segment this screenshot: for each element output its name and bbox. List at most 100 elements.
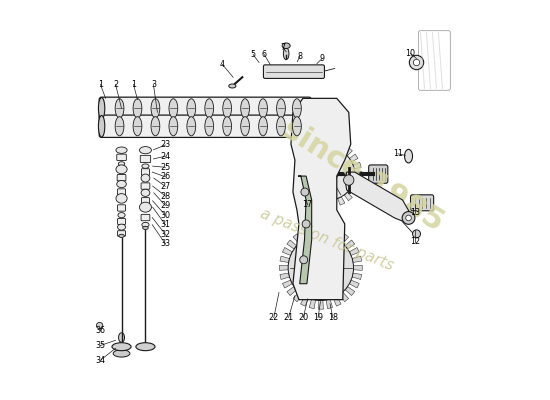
Ellipse shape [241,117,250,136]
Polygon shape [331,141,336,149]
Ellipse shape [223,99,232,118]
Polygon shape [301,229,309,239]
Polygon shape [352,273,362,280]
Text: 25: 25 [160,163,170,172]
Text: 9: 9 [320,54,324,63]
Text: a passion for parts: a passion for parts [258,206,395,274]
Ellipse shape [151,99,160,118]
Polygon shape [349,154,358,162]
Ellipse shape [205,99,213,118]
Text: 23: 23 [160,140,170,150]
Ellipse shape [119,234,124,238]
Polygon shape [355,172,362,177]
Text: 24: 24 [160,152,170,161]
FancyBboxPatch shape [117,154,126,160]
Ellipse shape [116,165,127,174]
Ellipse shape [140,146,151,154]
Ellipse shape [118,162,125,166]
FancyBboxPatch shape [118,231,125,236]
FancyBboxPatch shape [99,115,311,138]
Circle shape [300,256,307,264]
Polygon shape [296,162,305,169]
Polygon shape [349,248,359,256]
Text: 30: 30 [161,211,170,220]
Polygon shape [338,143,345,152]
Polygon shape [349,280,359,288]
Ellipse shape [141,189,150,196]
Circle shape [96,322,103,329]
Circle shape [320,165,338,183]
FancyBboxPatch shape [141,214,150,221]
Circle shape [317,264,325,272]
Text: 32: 32 [160,230,170,239]
Text: 28: 28 [160,192,170,200]
Ellipse shape [133,117,142,136]
Polygon shape [287,240,296,249]
Polygon shape [296,180,305,186]
Polygon shape [345,240,355,249]
FancyBboxPatch shape [117,174,126,181]
Ellipse shape [115,99,124,118]
Circle shape [412,230,421,238]
Text: 1: 1 [98,80,103,89]
Text: 33: 33 [161,239,170,248]
Text: 26: 26 [160,172,170,181]
FancyBboxPatch shape [141,198,150,204]
Polygon shape [283,280,292,288]
Text: 7: 7 [280,43,285,52]
Polygon shape [305,148,313,156]
FancyBboxPatch shape [141,183,150,189]
Circle shape [413,59,420,66]
Polygon shape [313,143,320,152]
Polygon shape [345,172,410,222]
Circle shape [302,220,310,228]
Polygon shape [338,197,345,205]
FancyBboxPatch shape [118,218,125,224]
Polygon shape [287,286,296,296]
Ellipse shape [293,99,301,118]
Polygon shape [283,248,292,256]
Polygon shape [293,234,302,244]
Ellipse shape [141,174,150,182]
Text: 12: 12 [410,237,420,246]
Ellipse shape [113,350,130,357]
Text: 27: 27 [160,182,170,191]
Ellipse shape [118,224,125,230]
Polygon shape [353,162,361,169]
Text: 22: 22 [269,313,279,322]
Text: 17: 17 [302,200,313,209]
Ellipse shape [142,226,149,230]
Ellipse shape [116,147,127,153]
Polygon shape [301,296,309,306]
Ellipse shape [258,99,267,118]
Text: 6: 6 [262,50,267,59]
Text: 18: 18 [328,313,338,322]
Ellipse shape [116,194,127,203]
Ellipse shape [277,99,285,118]
Text: 10: 10 [405,49,416,58]
Polygon shape [345,286,355,296]
Polygon shape [291,98,351,300]
Polygon shape [353,180,361,186]
Polygon shape [339,292,349,302]
Text: 1: 1 [131,80,136,89]
Polygon shape [309,227,316,236]
Ellipse shape [282,43,290,48]
Ellipse shape [169,99,178,118]
FancyBboxPatch shape [368,165,388,183]
Polygon shape [333,296,341,306]
Ellipse shape [118,212,125,218]
Circle shape [325,170,332,178]
Polygon shape [300,154,308,162]
Ellipse shape [115,117,124,136]
Ellipse shape [229,84,236,88]
FancyBboxPatch shape [141,169,150,176]
Polygon shape [318,226,323,235]
Ellipse shape [140,202,151,212]
Ellipse shape [405,149,412,163]
Polygon shape [322,141,327,149]
Text: since 1985: since 1985 [277,115,449,237]
Polygon shape [279,265,288,270]
Polygon shape [354,265,362,270]
Text: 5: 5 [250,50,256,59]
